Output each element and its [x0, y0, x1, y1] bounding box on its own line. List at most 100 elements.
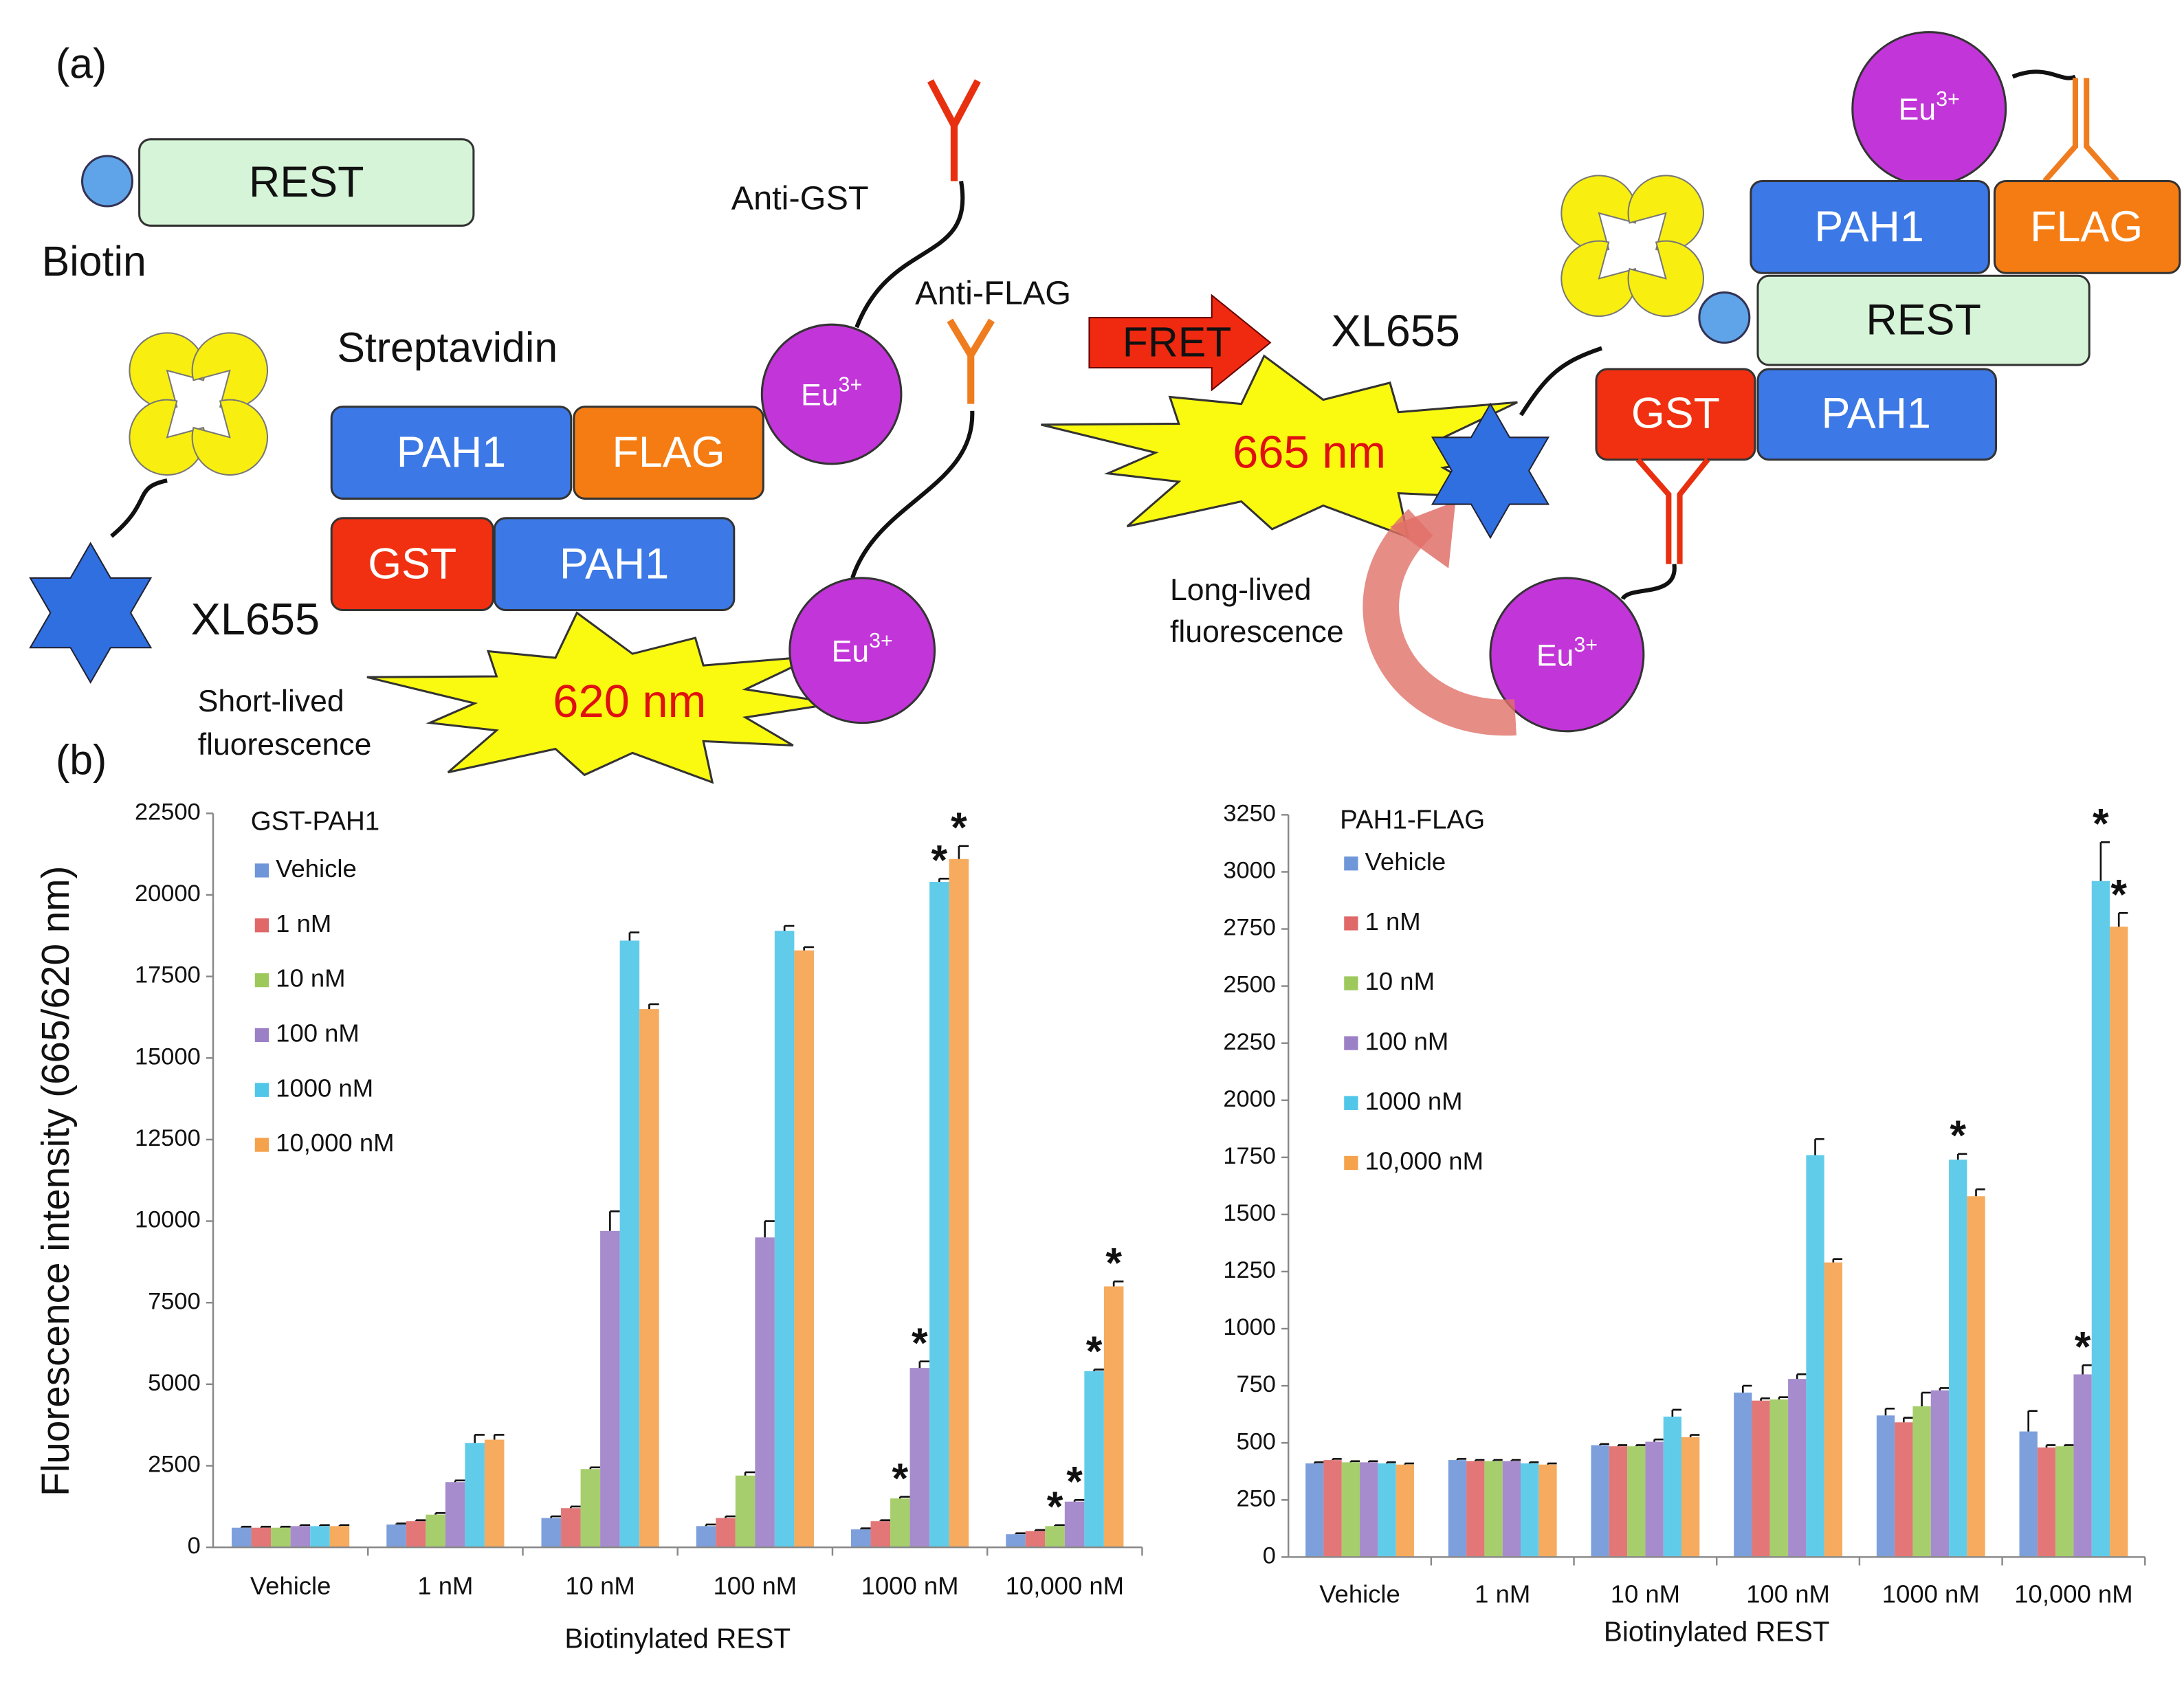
- y-tick-label: 3250: [1223, 800, 1276, 826]
- legend-label: Vehicle: [276, 854, 357, 883]
- bar: [600, 1230, 620, 1548]
- bar: [1448, 1460, 1467, 1558]
- x-tick-label: 100 nM: [714, 1572, 797, 1600]
- error-bar: [1832, 1258, 1842, 1263]
- pah1-box: [493, 517, 736, 612]
- y-tick-label: 2500: [148, 1452, 201, 1478]
- legend-label: 1000 nM: [276, 1074, 373, 1102]
- legend-label: 1 nM: [1365, 907, 1421, 935]
- error-bar: [898, 1496, 910, 1498]
- rest-box: [138, 138, 475, 227]
- error-bar: [803, 946, 814, 951]
- label: fluorescence: [198, 728, 372, 762]
- error-bar: [2082, 1364, 2092, 1375]
- legend-label: 10 nM: [1365, 967, 1435, 995]
- legend-swatch: [1344, 1096, 1358, 1110]
- bar: [1806, 1155, 1824, 1558]
- legend-label: Vehicle: [1365, 848, 1446, 876]
- label: fluorescence: [1170, 615, 1344, 649]
- antibody: [1635, 458, 1710, 564]
- error-bar: [1599, 1443, 1609, 1445]
- legend-swatch: [254, 1083, 269, 1097]
- europium: [760, 323, 903, 465]
- significance-mark: *: [892, 1454, 908, 1501]
- bar: [774, 931, 795, 1548]
- error-bar: [1653, 1438, 1664, 1442]
- error-bar: [299, 1524, 311, 1527]
- bar: [329, 1526, 350, 1548]
- linker: [2011, 69, 2077, 80]
- error-bar: [1054, 1524, 1065, 1527]
- y-tick-label: 1000: [1223, 1314, 1276, 1340]
- antibody: [2042, 78, 2119, 184]
- significance-mark: *: [1086, 1327, 1103, 1374]
- label: Long-lived: [1170, 573, 1312, 607]
- bar: [870, 1521, 891, 1548]
- error-bar: [1474, 1459, 1485, 1461]
- bar: [735, 1475, 755, 1548]
- error-bar: [1902, 1417, 1913, 1423]
- y-tick-label: 15000: [135, 1043, 201, 1070]
- bar: [541, 1518, 562, 1548]
- chart-title: GST-PAH1: [251, 807, 379, 837]
- error-bar: [2099, 841, 2110, 881]
- y-tick-label: 7500: [148, 1288, 201, 1314]
- legend-label: 10 nM: [276, 964, 345, 993]
- bar: [890, 1498, 910, 1548]
- label: Eu3+: [801, 373, 862, 412]
- bar: [290, 1526, 311, 1548]
- label: Eu3+: [1899, 87, 1960, 126]
- legend-swatch: [254, 1138, 269, 1152]
- label: FLAG: [613, 428, 725, 476]
- pah1-box: [1756, 368, 1997, 461]
- error-bar: [628, 931, 640, 941]
- streptavidin-subunit: [191, 332, 268, 409]
- bar: [1103, 1286, 1124, 1548]
- label: FLAG: [2030, 203, 2143, 251]
- x-tick-label: 1 nM: [417, 1572, 473, 1600]
- legend-label: 1 nM: [276, 909, 331, 938]
- legend-label: 10,000 nM: [276, 1129, 394, 1157]
- bar: [1341, 1462, 1360, 1558]
- pah1-box: [1750, 179, 1990, 274]
- error-bar: [938, 877, 949, 883]
- error-bar: [2063, 1444, 2074, 1447]
- significance-mark: *: [1105, 1239, 1122, 1286]
- biotin: [1698, 291, 1751, 344]
- label: Eu3+: [1536, 633, 1598, 672]
- y-tick-label: 17500: [135, 962, 201, 988]
- panel-label: (a): [56, 40, 107, 87]
- significance-mark: *: [1066, 1458, 1083, 1505]
- pah1-box: [330, 406, 573, 500]
- bar: [755, 1237, 775, 1548]
- error-bar: [1015, 1532, 1026, 1535]
- bar: [445, 1482, 465, 1548]
- bar: [1378, 1463, 1396, 1558]
- x-tick-label: 10,000 nM: [1006, 1572, 1124, 1600]
- error-bar: [1034, 1529, 1046, 1531]
- y-tick-label: 20000: [135, 880, 201, 907]
- streptavidin-subunit: [1560, 240, 1637, 317]
- error-bar: [1671, 1408, 1682, 1417]
- label: 3+: [869, 629, 893, 652]
- label: 3+: [839, 373, 863, 396]
- significance-mark: *: [1047, 1483, 1063, 1530]
- error-bar: [395, 1522, 406, 1525]
- bar: [1305, 1463, 1324, 1558]
- x-tick-label: 1 nM: [1475, 1580, 1530, 1608]
- bar: [794, 950, 814, 1548]
- flag-box: [573, 406, 764, 500]
- bar: [619, 940, 640, 1548]
- error-bar: [1093, 1369, 1104, 1371]
- error-bar: [1884, 1408, 1895, 1416]
- streptavidin-subunit: [1627, 175, 1704, 252]
- error-bar: [454, 1479, 465, 1483]
- bar: [1930, 1390, 1950, 1558]
- bar: [426, 1514, 445, 1548]
- error-bar: [1073, 1499, 1085, 1502]
- label: GST: [1631, 390, 1720, 438]
- legend-swatch: [254, 973, 269, 988]
- linker: [1519, 346, 1603, 417]
- label: Streptavidin: [337, 324, 558, 371]
- label: Eu: [1536, 639, 1574, 672]
